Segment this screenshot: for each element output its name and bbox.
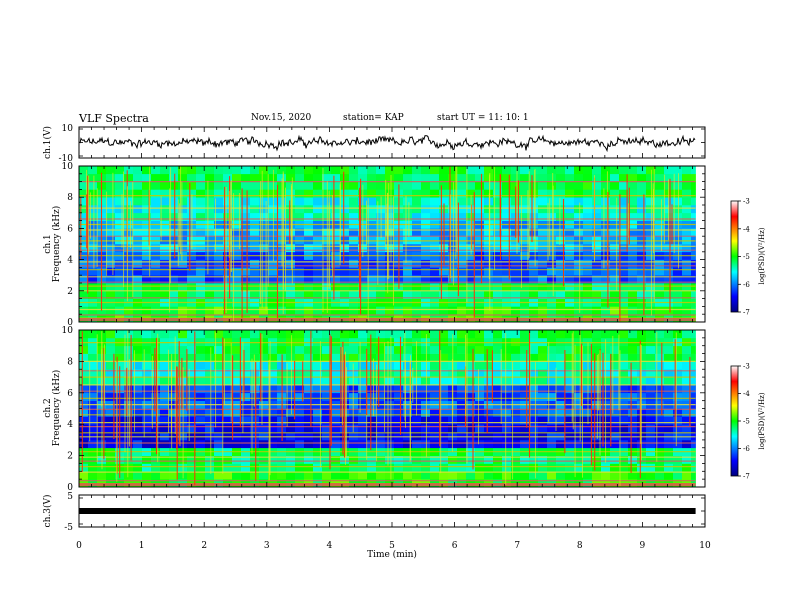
time-axis-tick-label: 6 [452, 541, 458, 551]
time-axis-tick-labels: 0 1 2 3 4 5 6 7 8 9 10 [76, 541, 711, 551]
spectrogram-ytick-label: 10 [62, 326, 74, 336]
ch1-ytick-bottom: -10 [59, 154, 74, 164]
ch1-spectrogram-ytick-labels: 0 2 4 6 8 10 [62, 162, 74, 328]
time-axis-tick-label: 1 [139, 541, 145, 551]
figure-title: VLF Spectra [79, 112, 149, 125]
ch3-waveform-ylabel: ch.3(V) [42, 495, 53, 528]
date-label: Nov.15, 2020 [251, 113, 312, 123]
ch1-spectrogram-image [79, 166, 696, 323]
ch3-ytick-bottom: -5 [64, 523, 73, 533]
spectrogram-ytick-label: 8 [67, 193, 73, 203]
ch2-colorbar-ticks: -3 -4 -5 -6 -7 [738, 363, 750, 481]
spectrogram-ytick-label: 6 [67, 389, 73, 399]
spectrogram-ytick-label: 0 [67, 483, 73, 493]
time-axis-tick-label: 0 [76, 541, 82, 551]
colorbar-tick-label: -4 [743, 390, 750, 398]
ch2-colorbar-label: log(PSD)(V²/Hz) [758, 392, 766, 449]
time-axis-tick-label: 10 [699, 541, 711, 551]
ch3-waveform-ticks [78, 495, 706, 527]
station-label: station= KAP [343, 113, 404, 123]
ch1-waveform-panel: 10 -10 ch.1(V) [42, 124, 706, 164]
ch2-spectrogram-image [79, 330, 696, 488]
ch2-spectrogram-ytick-labels: 0 2 4 6 8 10 [62, 326, 74, 493]
ch1-spectrogram-ticks [78, 165, 706, 323]
ch1-colorbar [730, 200, 739, 313]
ch1-spectrogram-ylabel-line2: Frequency (kHz) [51, 206, 62, 283]
colorbar-tick-label: -3 [743, 363, 750, 371]
ch2-colorbar [730, 365, 739, 477]
ch2-spectrogram-ticks [78, 329, 706, 488]
time-axis-tick-label: 5 [389, 541, 395, 551]
colorbar-tick-label: -5 [743, 418, 750, 426]
spectrogram-ytick-label: 2 [67, 287, 73, 297]
time-axis-tick-label: 2 [201, 541, 207, 551]
colorbar-tick-label: -7 [743, 473, 750, 481]
ch2-spectrogram-ylabel-line1: ch.2 [43, 398, 53, 417]
ch1-ytick-top: 10 [62, 124, 74, 134]
colorbar-tick-label: -6 [743, 445, 750, 453]
start-time-label: start UT = 11: 10: 1 [437, 113, 529, 123]
spectrogram-ytick-label: 8 [67, 357, 73, 367]
ch1-waveform-ticks [78, 127, 706, 158]
time-axis-tick-label: 9 [640, 541, 646, 551]
spectrogram-ytick-label: 6 [67, 224, 73, 234]
time-axis-label: Time (min) [367, 549, 417, 560]
colorbar-tick-label: -3 [743, 198, 750, 206]
spectrogram-ytick-label: 0 [67, 318, 73, 328]
ch1-waveform-ylabel: ch.1(V) [42, 126, 53, 159]
ch3-waveform-panel: 5 -5 ch.3(V) 0 1 2 3 4 5 6 7 8 9 10 Time (min) [42, 492, 711, 560]
time-axis-tick-label: 3 [264, 541, 270, 551]
ch3-ytick-top: 5 [67, 492, 73, 502]
time-axis-tick-label: 7 [514, 541, 520, 551]
ch1-colorbar-ticks: -3 -4 -5 -6 -7 [738, 198, 750, 317]
colorbar-tick-label: -5 [743, 253, 750, 261]
colorbar-tick-label: -4 [743, 225, 750, 233]
time-axis-tick-label: 8 [577, 541, 583, 551]
ch3-waveform-trace [79, 508, 696, 514]
time-axis-tick-label: 4 [327, 541, 333, 551]
colorbar-tick-label: -7 [743, 309, 750, 317]
ch1-waveform-line [79, 134, 696, 153]
spectrogram-ytick-label: 4 [67, 256, 73, 266]
spectrogram-ytick-label: 10 [62, 162, 74, 172]
ch1-spectrogram-ylabel-line1: ch.1 [43, 234, 53, 253]
ch2-spectrogram-ylabel-line2: Frequency (kHz) [51, 370, 62, 447]
spectrogram-ytick-label: 2 [67, 452, 73, 462]
ch1-colorbar-label: log(PSD)(V²/Hz) [758, 227, 766, 284]
spectrogram-ytick-label: 4 [67, 420, 73, 430]
colorbar-tick-label: -6 [743, 281, 750, 289]
